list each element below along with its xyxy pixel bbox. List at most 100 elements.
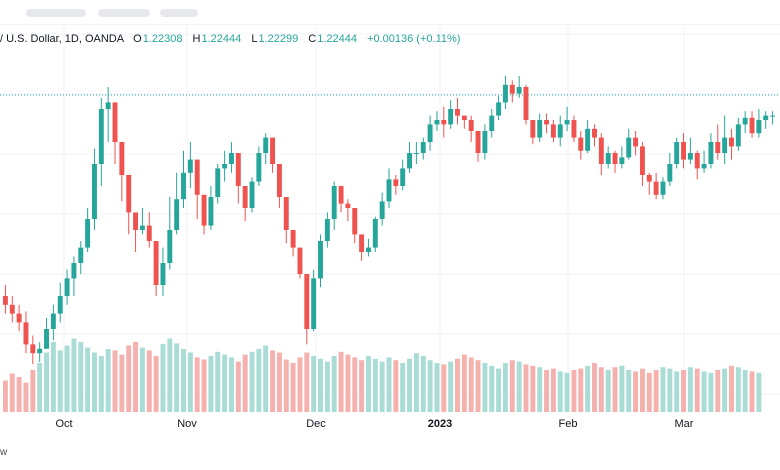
volume-bar <box>133 342 139 412</box>
toolbar-item[interactable] <box>98 9 150 17</box>
volume-bar <box>105 349 111 412</box>
candle-body <box>653 181 659 195</box>
candle-body <box>413 153 419 154</box>
low-label: L <box>251 33 258 45</box>
candle-body <box>311 278 317 329</box>
high-label: H <box>192 33 201 45</box>
volume-bar <box>489 365 495 412</box>
candle-body <box>735 124 741 147</box>
volume-bar <box>523 364 529 412</box>
volume-bar <box>352 357 358 412</box>
volume-bar <box>667 368 673 412</box>
candle <box>37 342 43 362</box>
price-chart[interactable] <box>0 24 780 412</box>
candle-body <box>592 128 597 138</box>
candle-body <box>633 137 639 147</box>
volume-bar <box>318 358 323 412</box>
candle <box>742 111 748 134</box>
candle <box>578 131 584 160</box>
candle <box>98 98 104 186</box>
candle-body <box>92 164 97 219</box>
candle-body <box>400 168 406 186</box>
close-value: 1.22444 <box>317 33 357 45</box>
candle <box>496 95 502 120</box>
candle <box>23 311 29 354</box>
candle <box>763 111 769 129</box>
volume-bar <box>537 367 543 412</box>
footer-text[interactable]: w <box>0 447 8 458</box>
candle-body <box>516 87 522 94</box>
candle-body <box>44 329 49 349</box>
volume-bar <box>441 364 447 412</box>
candle-body <box>461 115 467 120</box>
volume-bar <box>235 361 241 412</box>
volume-bar <box>735 367 741 412</box>
candle-body <box>50 313 56 329</box>
candle <box>729 128 734 160</box>
candle <box>585 120 591 153</box>
candle-body <box>598 137 604 164</box>
volume-bar <box>256 349 262 412</box>
candle-body <box>386 179 392 202</box>
volume-bar <box>420 356 426 412</box>
candle-body <box>687 153 693 160</box>
candle <box>71 256 77 296</box>
volume-bar <box>475 360 481 412</box>
candle-body <box>187 159 193 173</box>
candle <box>270 137 276 173</box>
candle <box>537 113 543 142</box>
volume-bar <box>393 360 399 412</box>
volume-bar <box>550 368 556 412</box>
candle-body <box>434 120 440 125</box>
candle-body <box>639 146 645 175</box>
volume-bar <box>455 358 460 412</box>
x-tick-label: Mar <box>674 418 694 430</box>
candle <box>564 106 570 131</box>
candle <box>9 296 15 323</box>
candle <box>187 142 193 189</box>
candle-body <box>2 296 8 305</box>
x-tick-label: Dec <box>306 418 326 430</box>
candle-body <box>119 142 125 175</box>
candle-body <box>9 304 15 314</box>
volume-bar <box>509 360 515 412</box>
candle <box>544 113 550 134</box>
candle <box>420 137 426 160</box>
volume-bar <box>50 342 56 412</box>
candle-body <box>71 263 77 279</box>
candle-body <box>441 120 447 125</box>
toolbar-item[interactable] <box>160 9 198 17</box>
candle-body <box>338 186 344 204</box>
candle <box>735 117 741 151</box>
candle <box>393 175 399 195</box>
toolbar-item[interactable] <box>26 9 86 17</box>
candle-body <box>585 128 591 151</box>
candles <box>2 76 776 365</box>
symbol-label[interactable]: / U.S. Dollar, 1D, OANDA <box>0 33 125 45</box>
volume-bar <box>304 352 310 412</box>
candle-body <box>174 199 180 230</box>
candle <box>756 109 762 138</box>
candle <box>249 177 255 213</box>
candle <box>57 282 63 323</box>
candle <box>770 111 776 125</box>
volume-bar <box>496 368 502 412</box>
volume-bar <box>544 370 550 412</box>
candle <box>681 133 686 169</box>
volume-bar <box>30 370 36 412</box>
candle <box>482 124 488 160</box>
volume-bar <box>153 356 159 412</box>
volume-bar <box>242 354 248 412</box>
candle <box>619 146 625 169</box>
volume-bars <box>2 338 762 412</box>
candle-body <box>681 142 686 160</box>
candle-body <box>448 109 454 125</box>
candle-body <box>352 208 358 235</box>
candle <box>592 124 597 147</box>
candle <box>749 111 755 138</box>
volume-bar <box>434 363 440 412</box>
candle-body <box>256 153 262 182</box>
candle <box>400 159 406 191</box>
candle-body <box>23 322 29 345</box>
volume-bar <box>16 377 22 412</box>
